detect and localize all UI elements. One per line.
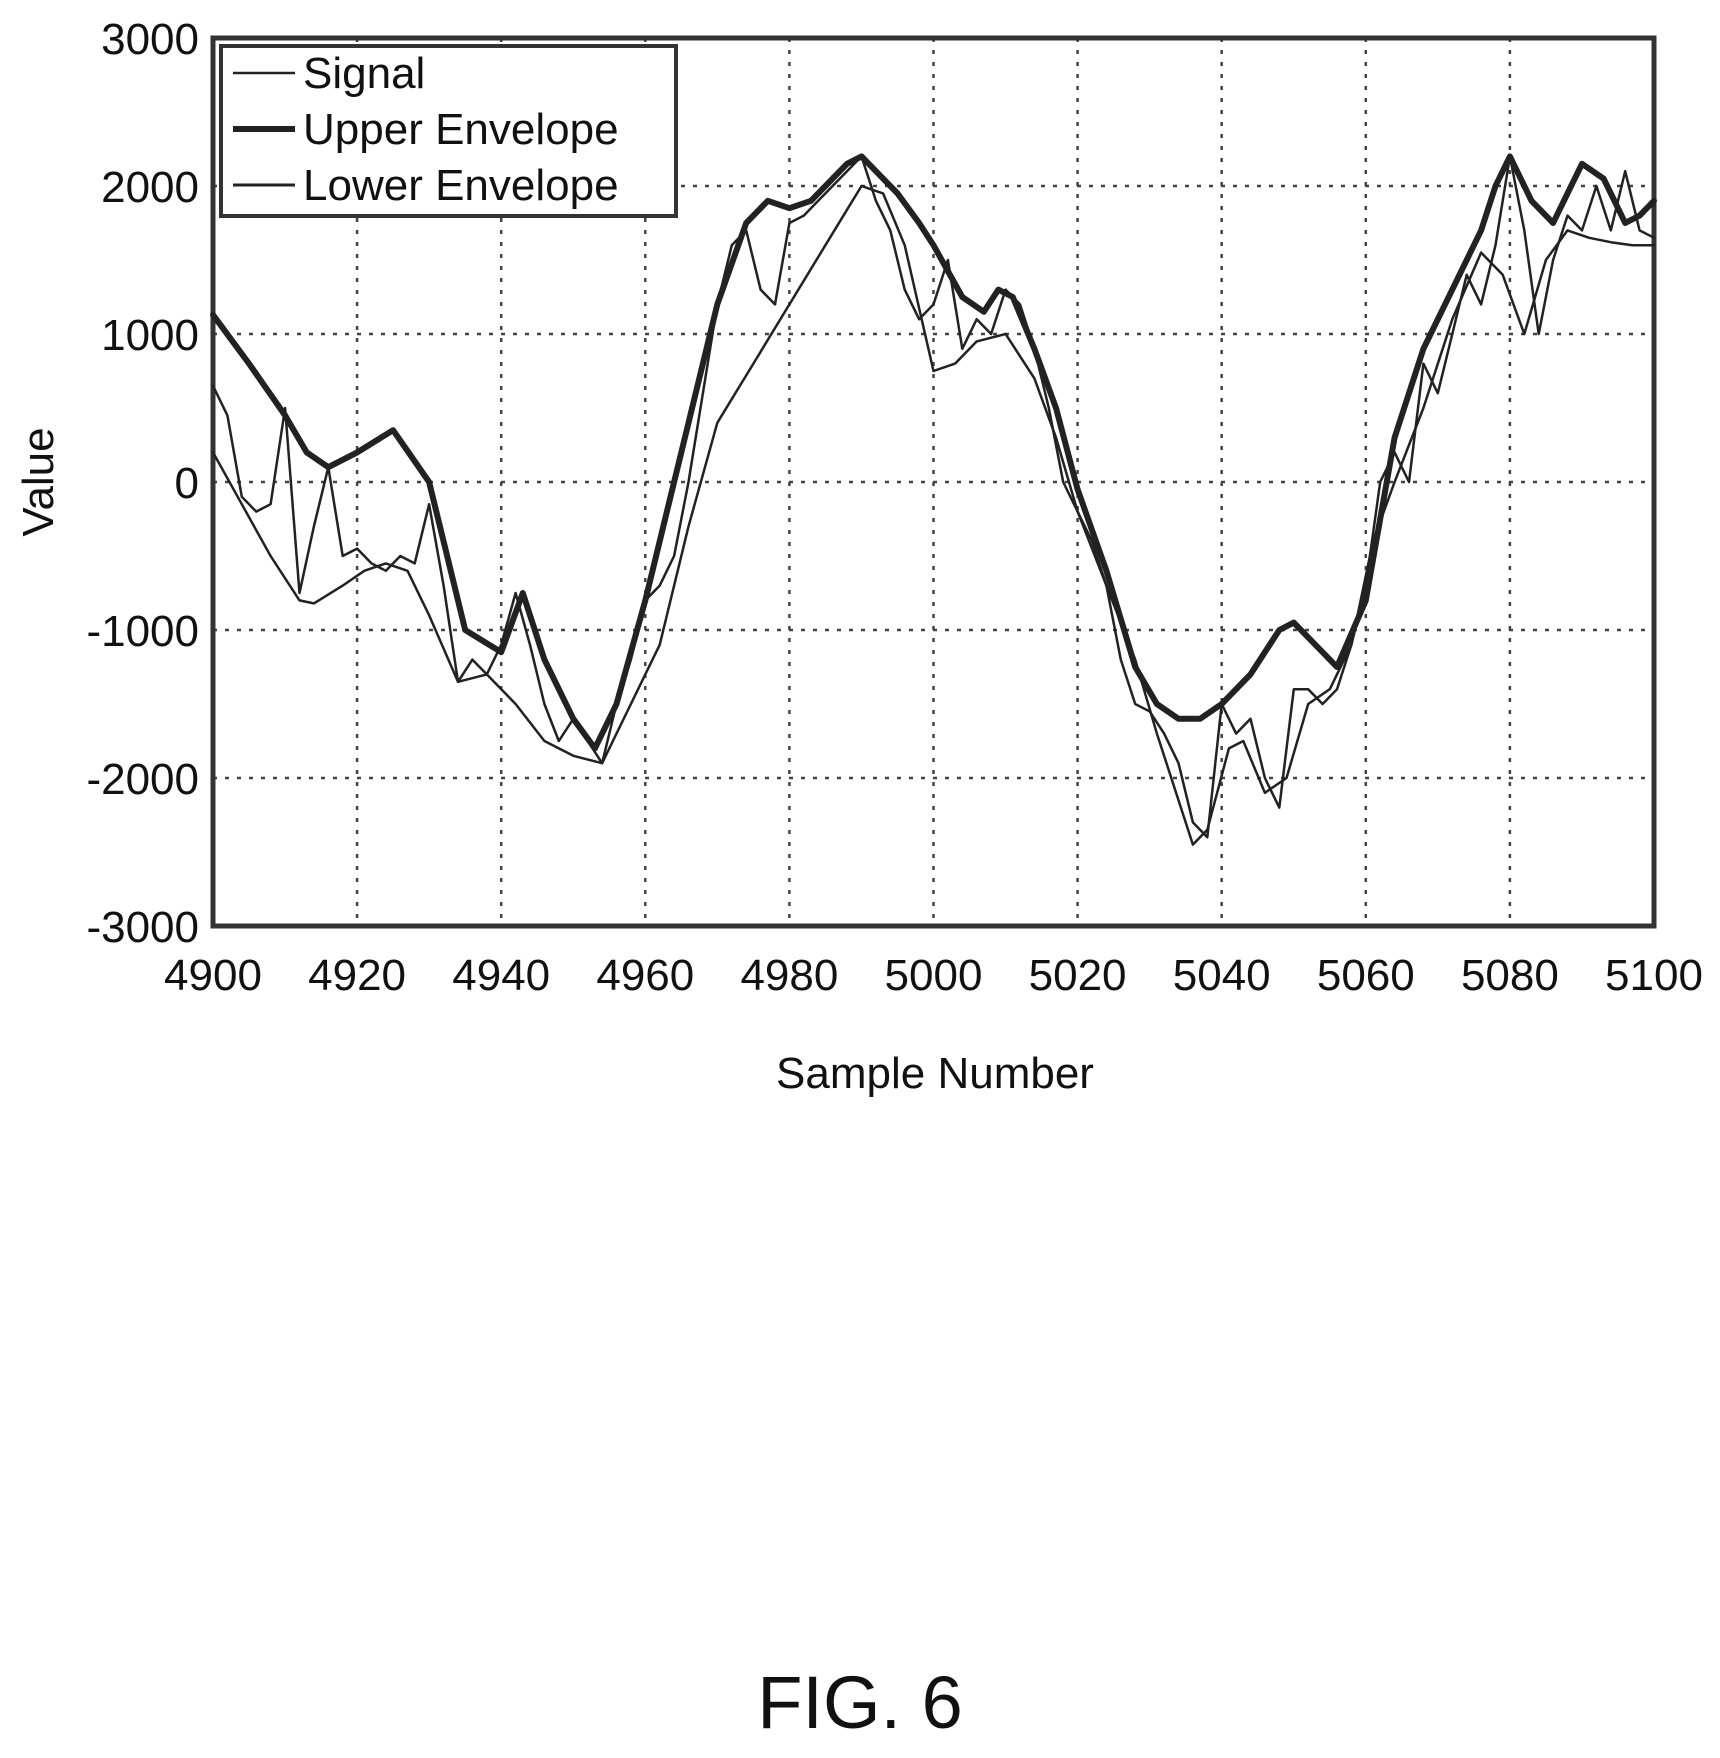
legend-box: [219, 44, 678, 218]
x-tick-label: 4900: [164, 951, 262, 1000]
plot-frame: [210, 35, 1657, 929]
legend-label-lower-envelope: Lower Envelope: [303, 161, 619, 210]
y-tick-label: -3000: [86, 903, 199, 952]
series-line-signal: [211, 155, 1656, 839]
line-chart: 4900 4920 4940 4960 4980 5000 5020 5040 5060 5080…: [14, 15, 1703, 1098]
y-tick-label: 1000: [101, 311, 199, 360]
y-axis-title: Value: [14, 427, 63, 536]
y-tick-label: 0: [175, 459, 199, 508]
legend-label-signal: Signal: [303, 49, 425, 98]
y-tick-label: 3000: [101, 15, 199, 64]
legend: Signal Upper Envelope Lower Envelope: [219, 44, 678, 218]
series-line-lower-envelope: [211, 184, 1656, 846]
legend-label-upper-envelope: Upper Envelope: [303, 105, 619, 154]
series-lines: [210, 153, 1657, 846]
series-line-upper-envelope: [210, 153, 1657, 752]
x-tick-label: 5000: [885, 951, 983, 1000]
tick-labels: 4900 4920 4940 4960 4980 5000 5020 5040 5060 5080…: [86, 15, 1702, 1000]
x-tick-label: 5080: [1461, 951, 1559, 1000]
x-tick-label: 5040: [1173, 951, 1271, 1000]
y-tick-label: -1000: [86, 607, 199, 656]
y-tick-label: -2000: [86, 755, 199, 804]
y-tick-label: 2000: [101, 163, 199, 212]
x-tick-label: 4920: [308, 951, 406, 1000]
x-tick-label: 5020: [1029, 951, 1127, 1000]
x-tick-label: 5100: [1605, 951, 1703, 1000]
x-tick-label: 4960: [596, 951, 694, 1000]
x-axis-title: Sample Number: [776, 1049, 1094, 1098]
x-tick-label: 4940: [452, 951, 550, 1000]
x-tick-label: 4980: [740, 951, 838, 1000]
x-tick-label: 5060: [1317, 951, 1415, 1000]
figure-caption: FIG. 6: [757, 1661, 963, 1744]
